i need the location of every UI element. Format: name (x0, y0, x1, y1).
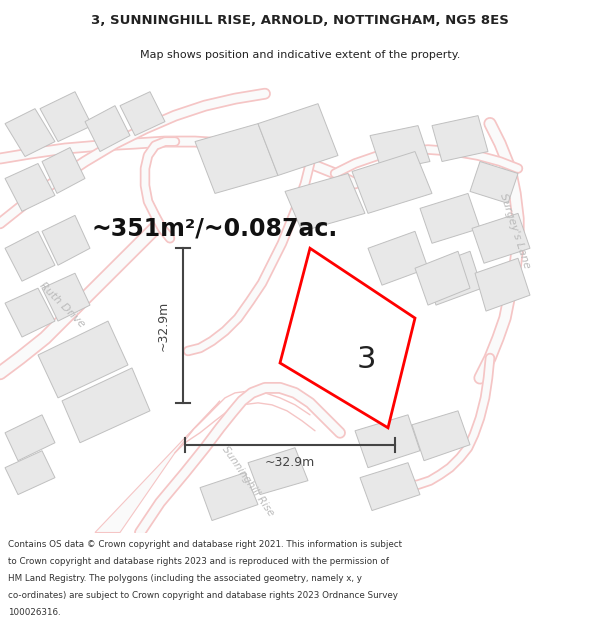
Text: 3: 3 (356, 345, 376, 374)
Polygon shape (432, 116, 488, 161)
Text: Surgey's Lane: Surgey's Lane (498, 192, 532, 270)
Polygon shape (360, 462, 420, 511)
Text: Map shows position and indicative extent of the property.: Map shows position and indicative extent… (140, 50, 460, 60)
Text: 3, SUNNINGHILL RISE, ARNOLD, NOTTINGHAM, NG5 8ES: 3, SUNNINGHILL RISE, ARNOLD, NOTTINGHAM,… (91, 14, 509, 27)
Polygon shape (258, 104, 338, 176)
Polygon shape (475, 258, 530, 311)
Polygon shape (425, 251, 482, 305)
Text: to Crown copyright and database rights 2023 and is reproduced with the permissio: to Crown copyright and database rights 2… (8, 557, 389, 566)
Polygon shape (415, 251, 470, 305)
Text: Ruth Drive: Ruth Drive (37, 281, 86, 330)
Polygon shape (370, 126, 430, 171)
Polygon shape (38, 321, 128, 398)
Polygon shape (412, 411, 470, 461)
Text: co-ordinates) are subject to Crown copyright and database rights 2023 Ordnance S: co-ordinates) are subject to Crown copyr… (8, 591, 398, 600)
Polygon shape (248, 448, 308, 494)
Polygon shape (42, 216, 90, 265)
Polygon shape (5, 231, 55, 281)
Polygon shape (120, 92, 165, 136)
Polygon shape (95, 401, 220, 532)
Text: 100026316.: 100026316. (8, 608, 61, 618)
Polygon shape (420, 193, 480, 243)
Polygon shape (5, 109, 55, 156)
Polygon shape (472, 213, 530, 263)
Text: ~32.9m: ~32.9m (265, 456, 315, 469)
Polygon shape (42, 148, 85, 193)
Polygon shape (5, 164, 55, 211)
Text: Sunninghill Rise: Sunninghill Rise (220, 444, 276, 518)
Polygon shape (368, 231, 428, 285)
Polygon shape (352, 151, 432, 213)
Polygon shape (285, 174, 365, 231)
Polygon shape (5, 451, 55, 494)
Polygon shape (62, 368, 150, 442)
Polygon shape (355, 415, 420, 468)
Polygon shape (470, 161, 518, 203)
Text: ~351m²/~0.087ac.: ~351m²/~0.087ac. (92, 216, 338, 241)
Polygon shape (5, 415, 55, 461)
Text: HM Land Registry. The polygons (including the associated geometry, namely x, y: HM Land Registry. The polygons (includin… (8, 574, 362, 583)
Polygon shape (40, 92, 92, 142)
Text: ~32.9m: ~32.9m (157, 301, 170, 351)
Text: Contains OS data © Crown copyright and database right 2021. This information is : Contains OS data © Crown copyright and d… (8, 540, 402, 549)
Polygon shape (200, 472, 258, 521)
Polygon shape (5, 288, 55, 337)
Polygon shape (195, 124, 278, 193)
Polygon shape (42, 273, 90, 321)
Polygon shape (85, 106, 130, 151)
Polygon shape (280, 248, 415, 428)
